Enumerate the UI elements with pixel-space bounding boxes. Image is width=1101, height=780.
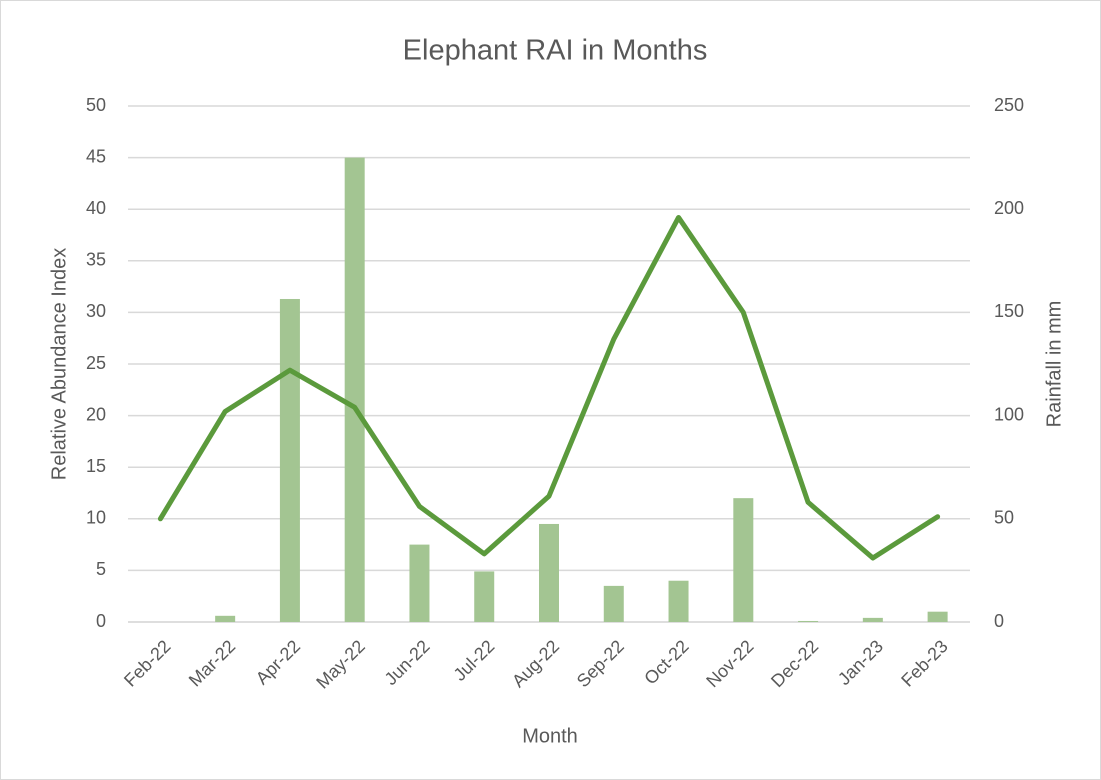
bar	[603, 585, 624, 622]
bar	[798, 620, 819, 622]
bar	[539, 523, 559, 622]
y-tick-label: 45	[86, 146, 106, 166]
y-tick-label: 5	[96, 559, 106, 579]
y-tick-label: 30	[86, 301, 106, 321]
bar	[215, 615, 236, 622]
bar	[279, 298, 300, 622]
y-tick-label: 15	[86, 456, 106, 476]
chart-title: Elephant RAI in Months	[403, 35, 708, 67]
y-tick-label: 35	[86, 250, 106, 270]
y-tick-label: 40	[86, 198, 106, 218]
line	[157, 214, 941, 561]
y-tick-label: 50	[86, 95, 106, 115]
y2-tick-label: 100	[994, 404, 1024, 424]
y2-tick-label: 50	[994, 508, 1014, 528]
bar	[474, 571, 495, 622]
y2-tick-label: 200	[994, 198, 1024, 218]
x-axis-label: Month	[522, 725, 578, 747]
y2-tick-label: 150	[994, 301, 1024, 321]
bar	[733, 498, 754, 622]
bar	[409, 544, 430, 622]
y-tick-label: 20	[86, 404, 106, 424]
y2-axis-label: Rainfall in mm	[1043, 301, 1065, 428]
y-tick-label: 25	[86, 353, 106, 373]
y-axis-label: Relative Abundance Index	[48, 248, 70, 480]
bar	[668, 580, 689, 622]
y2-tick-label: 250	[994, 95, 1024, 115]
y2-tick-label: 0	[994, 611, 1004, 631]
bar	[344, 157, 365, 622]
y-tick-label: 0	[96, 611, 106, 631]
bar	[862, 617, 883, 622]
bar	[927, 611, 948, 622]
y-tick-label: 10	[86, 508, 106, 528]
